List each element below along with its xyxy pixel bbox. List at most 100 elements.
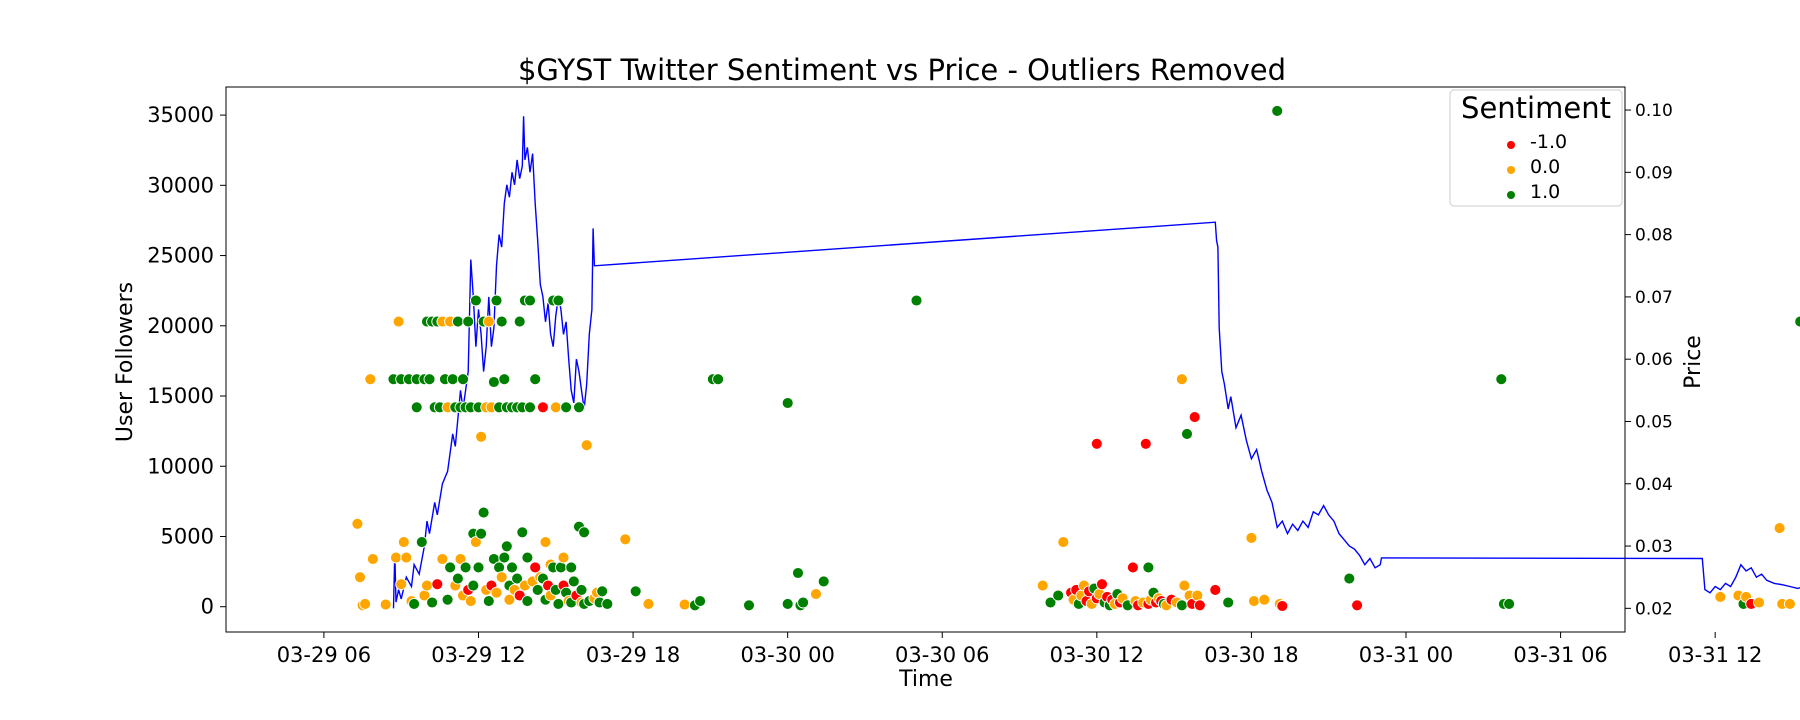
data-point xyxy=(436,553,449,565)
x-tick-label: 03-31 12 xyxy=(1668,643,1762,667)
y2-tick-label: 0.09 xyxy=(1635,163,1673,183)
data-point xyxy=(451,315,464,328)
legend-label-neutral: 0.0 xyxy=(1530,156,1560,178)
data-point xyxy=(390,551,402,564)
data-point xyxy=(1753,596,1765,609)
x-axis-label: Time xyxy=(898,667,953,692)
data-point xyxy=(451,572,464,585)
data-point xyxy=(1142,561,1155,574)
x-tick-label: 03-30 18 xyxy=(1204,643,1298,667)
y2-ticks: 0.02 0.03 0.04 0.05 0.06 0.07 0.08 0.09 0.10 xyxy=(1625,101,1673,619)
data-point xyxy=(408,597,421,610)
x-tick-label: 03-31 00 xyxy=(1359,643,1453,667)
y-tick-label: 20000 xyxy=(147,314,214,338)
legend-marker-neg xyxy=(1507,141,1515,149)
data-point xyxy=(1271,104,1284,117)
data-point xyxy=(910,294,923,307)
y2-tick-label: 0.05 xyxy=(1635,412,1673,432)
data-point xyxy=(366,553,379,565)
data-point xyxy=(792,567,804,579)
data-point xyxy=(596,585,609,598)
y2-tick-label: 0.04 xyxy=(1635,475,1673,495)
data-point xyxy=(475,430,488,443)
data-point xyxy=(379,598,392,611)
data-point xyxy=(498,373,511,386)
data-point xyxy=(477,506,490,519)
y2-tick-label: 0.06 xyxy=(1635,350,1673,370)
data-point xyxy=(1193,599,1206,612)
data-point xyxy=(1495,373,1508,386)
data-point xyxy=(482,315,495,328)
data-point xyxy=(1503,597,1516,610)
y2-tick-label: 0.02 xyxy=(1635,599,1673,619)
data-point xyxy=(1248,595,1260,608)
data-point xyxy=(797,596,810,609)
data-point xyxy=(493,561,506,574)
data-point xyxy=(781,397,794,409)
data-point xyxy=(410,401,423,414)
data-point xyxy=(524,401,536,414)
data-point xyxy=(503,593,516,606)
y2-axis-label: Price xyxy=(1681,335,1706,389)
data-point xyxy=(539,536,552,549)
data-point xyxy=(397,536,410,549)
data-point xyxy=(457,373,469,386)
y-tick-label: 0 xyxy=(201,595,214,619)
y-tick-label: 30000 xyxy=(147,173,214,197)
data-point xyxy=(567,575,580,588)
y-tick-label: 25000 xyxy=(147,244,214,268)
data-point xyxy=(415,536,428,549)
data-point xyxy=(472,561,485,574)
data-point xyxy=(580,439,593,452)
data-point xyxy=(1175,599,1188,612)
data-point xyxy=(524,294,536,307)
data-point xyxy=(619,533,632,546)
data-point xyxy=(629,585,642,598)
data-point xyxy=(469,536,482,549)
data-point xyxy=(554,561,567,574)
price-line-layer xyxy=(392,116,1800,609)
data-point xyxy=(1258,593,1271,606)
data-point xyxy=(511,572,524,585)
x-ticks: 03-29 06 03-29 12 03-29 18 03-30 00 03-30 06… xyxy=(277,632,1762,667)
data-point xyxy=(1090,437,1103,450)
data-point xyxy=(560,401,573,414)
data-point xyxy=(1209,583,1222,596)
y-tick-label: 5000 xyxy=(161,524,214,548)
y2-tick-label: 0.08 xyxy=(1635,226,1673,246)
data-point xyxy=(1057,536,1070,549)
data-point xyxy=(359,597,372,610)
data-point xyxy=(395,578,408,591)
data-point xyxy=(498,551,511,564)
x-tick-label: 03-30 06 xyxy=(895,643,989,667)
data-point xyxy=(565,561,578,574)
data-point xyxy=(482,595,495,608)
data-point xyxy=(810,588,822,601)
legend: Sentiment -1.0 0.0 1.0 xyxy=(1449,89,1623,207)
data-point xyxy=(1181,427,1193,440)
data-point xyxy=(431,578,444,591)
data-point xyxy=(1175,373,1188,386)
data-point xyxy=(490,586,503,599)
x-tick-label: 03-30 12 xyxy=(1050,643,1144,667)
data-point xyxy=(446,373,459,386)
data-point xyxy=(1714,590,1727,603)
data-point xyxy=(421,579,433,592)
plot-frame xyxy=(225,86,1626,633)
y-axis-label: User Followers xyxy=(113,282,138,442)
data-point xyxy=(1245,531,1258,544)
data-point xyxy=(351,517,364,530)
data-point xyxy=(678,598,691,611)
chart-title: $GYST Twitter Sentiment vs Price - Outli… xyxy=(518,53,1286,87)
data-point xyxy=(364,373,377,386)
data-point xyxy=(557,551,570,564)
data-point xyxy=(781,597,794,610)
data-point xyxy=(1044,596,1057,609)
data-point xyxy=(1343,572,1356,585)
legend-box xyxy=(1449,89,1623,207)
data-point xyxy=(1191,589,1204,602)
data-point xyxy=(521,595,534,608)
data-point xyxy=(1139,437,1152,450)
data-point xyxy=(513,315,526,328)
